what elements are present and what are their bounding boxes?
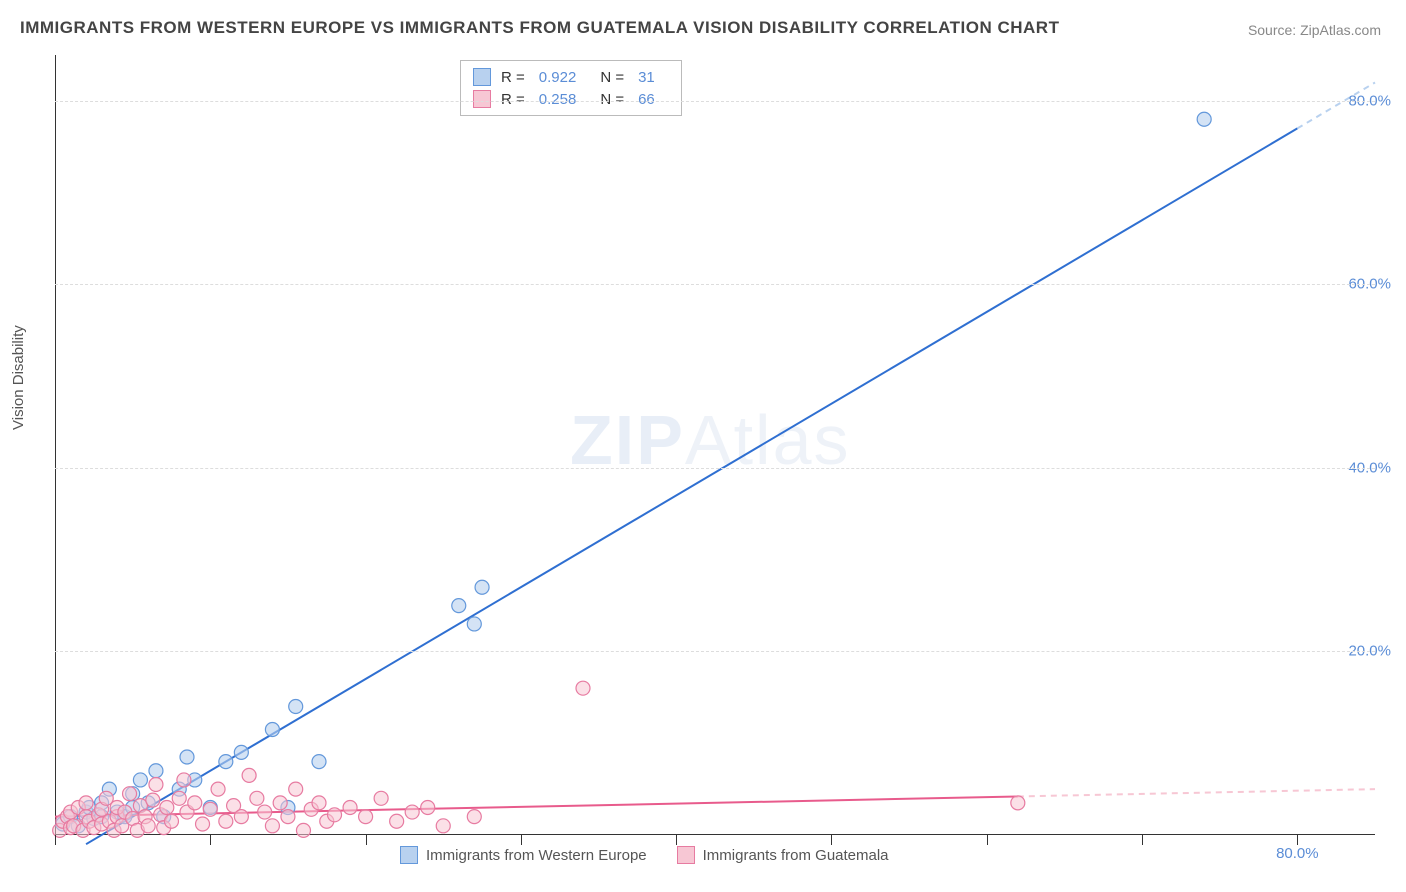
data-point: [188, 796, 202, 810]
data-point: [265, 819, 279, 833]
data-point: [265, 722, 279, 736]
data-point: [390, 814, 404, 828]
y-tick-label: 0.0%: [0, 845, 723, 862]
data-point: [452, 599, 466, 613]
data-point: [405, 805, 419, 819]
x-tick-mark: [676, 835, 677, 845]
gridline: [55, 101, 1375, 102]
data-point: [123, 787, 137, 801]
data-point: [180, 750, 194, 764]
legend-row: R = 0.258 N = 66: [473, 88, 669, 110]
data-point: [79, 796, 93, 810]
x-tick-mark: [366, 835, 367, 845]
x-tick-label: 80.0%: [1276, 845, 1319, 862]
data-point: [133, 773, 147, 787]
data-point: [177, 773, 191, 787]
data-point: [467, 810, 481, 824]
n-value: 31: [638, 69, 655, 86]
legend-label: Immigrants from Guatemala: [703, 847, 889, 864]
data-point: [141, 819, 155, 833]
data-point: [234, 810, 248, 824]
data-point: [146, 793, 160, 807]
data-point: [242, 768, 256, 782]
source-label: Source: ZipAtlas.com: [1248, 22, 1381, 38]
data-point: [475, 580, 489, 594]
data-point: [467, 617, 481, 631]
r-value: 0.922: [539, 69, 577, 86]
data-point: [281, 810, 295, 824]
data-point: [328, 808, 342, 822]
x-tick-mark: [1297, 835, 1298, 845]
data-point: [421, 800, 435, 814]
gridline: [55, 284, 1375, 285]
x-tick-mark: [831, 835, 832, 845]
trend-line: [86, 128, 1297, 844]
trend-line-dashed: [1018, 789, 1375, 796]
data-point: [273, 796, 287, 810]
data-point: [149, 778, 163, 792]
n-label: N =: [600, 91, 624, 108]
data-point: [219, 814, 233, 828]
gridline: [55, 651, 1375, 652]
legend-row: R = 0.922 N = 31: [473, 66, 669, 88]
n-value: 66: [638, 91, 655, 108]
data-point: [312, 755, 326, 769]
chart-svg: [55, 55, 1375, 835]
x-tick-mark: [55, 835, 56, 845]
n-label: N =: [600, 69, 624, 86]
correlation-legend: R = 0.922 N = 31 R = 0.258 N = 66: [460, 60, 682, 116]
chart-title: IMMIGRANTS FROM WESTERN EUROPE VS IMMIGR…: [20, 18, 1059, 38]
data-point: [312, 796, 326, 810]
data-point: [1197, 112, 1211, 126]
x-tick-mark: [1142, 835, 1143, 845]
legend-swatch: [473, 68, 491, 86]
data-point: [149, 764, 163, 778]
data-point: [436, 819, 450, 833]
data-point: [296, 823, 310, 837]
data-point: [160, 800, 174, 814]
r-label: R =: [501, 69, 525, 86]
data-point: [211, 782, 225, 796]
x-tick-mark: [210, 835, 211, 845]
gridline: [55, 468, 1375, 469]
r-label: R =: [501, 91, 525, 108]
x-tick-mark: [521, 835, 522, 845]
data-point: [343, 800, 357, 814]
data-point: [289, 700, 303, 714]
data-point: [164, 814, 178, 828]
data-point: [576, 681, 590, 695]
x-tick-mark: [987, 835, 988, 845]
data-point: [172, 791, 186, 805]
data-point: [359, 810, 373, 824]
legend-swatch: [473, 90, 491, 108]
data-point: [250, 791, 264, 805]
r-value: 0.258: [539, 91, 577, 108]
y-axis-label: Vision Disability: [10, 325, 27, 430]
data-point: [374, 791, 388, 805]
data-point: [234, 745, 248, 759]
data-point: [289, 782, 303, 796]
data-point: [1011, 796, 1025, 810]
data-point: [258, 805, 272, 819]
data-point: [219, 755, 233, 769]
data-point: [203, 802, 217, 816]
data-point: [196, 817, 210, 831]
